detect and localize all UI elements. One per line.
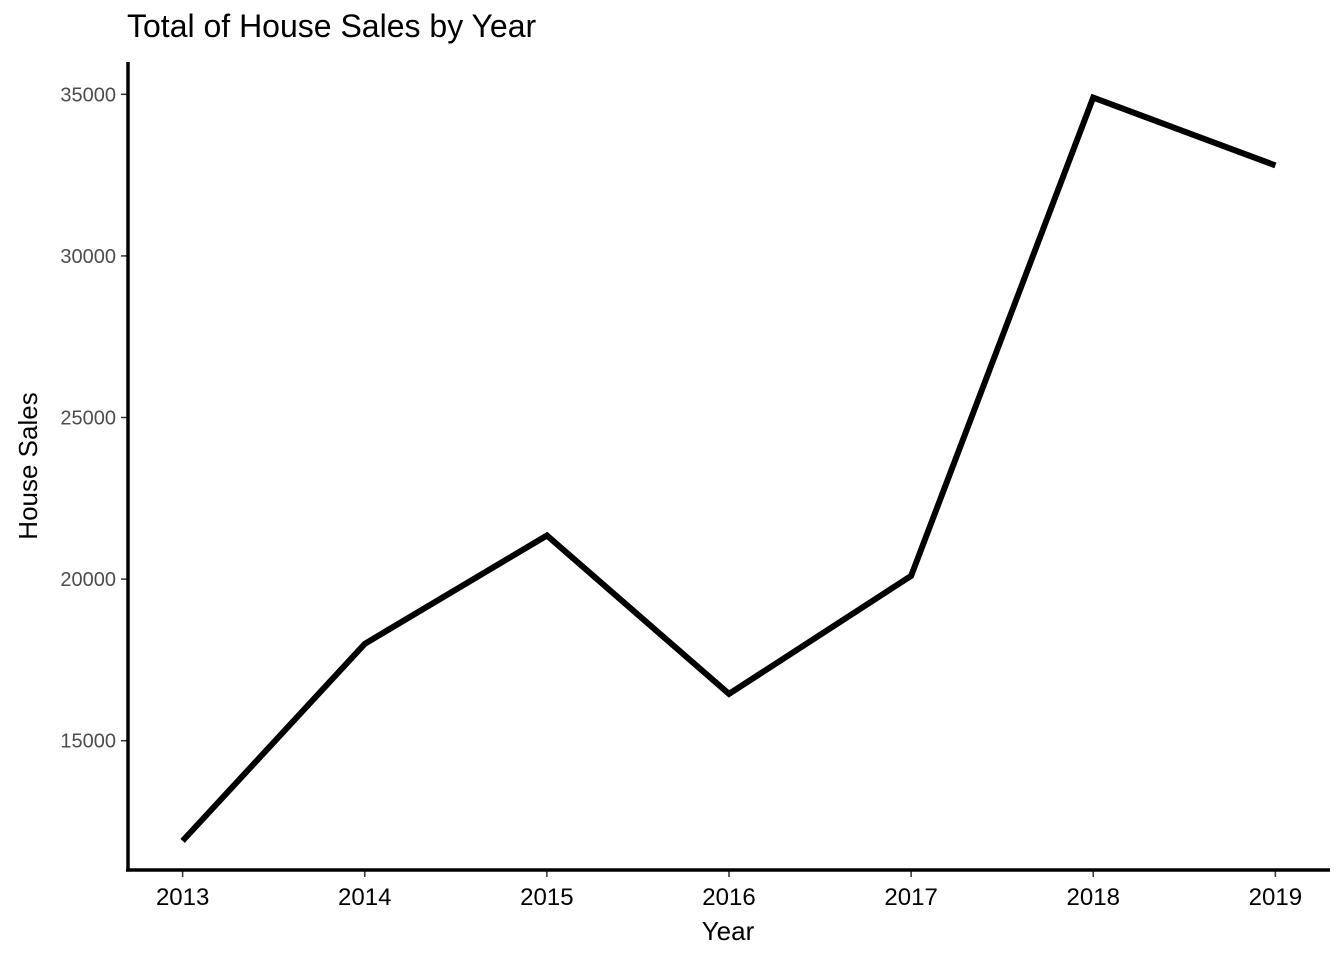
y-tick-label: 25000 — [60, 408, 116, 430]
y-tick-label: 15000 — [60, 731, 116, 753]
x-tick-label: 2014 — [338, 884, 391, 911]
x-tick-label: 2019 — [1249, 884, 1302, 911]
x-tick-label: 2016 — [702, 884, 755, 911]
series-line — [183, 98, 1276, 841]
y-axis-label: House Sales — [13, 392, 43, 539]
x-tick-label: 2015 — [520, 884, 573, 911]
chart-title: Total of House Sales by Year — [127, 8, 536, 45]
y-tick-label: 20000 — [60, 569, 116, 591]
x-tick-label: 2017 — [884, 884, 937, 911]
series-layer — [183, 97, 1276, 841]
x-axis-ticks: 2013 2014 2015 2016 2017 2018 2019 — [156, 870, 1302, 911]
x-tick-label: 2018 — [1067, 884, 1120, 911]
x-tick-label: 2013 — [156, 884, 209, 911]
y-tick-label: 30000 — [60, 246, 116, 268]
x-axis-label: Year — [702, 916, 755, 946]
y-axis-ticks: 15000 20000 25000 30000 35000 — [60, 84, 128, 752]
y-tick-label: 35000 — [60, 84, 116, 106]
